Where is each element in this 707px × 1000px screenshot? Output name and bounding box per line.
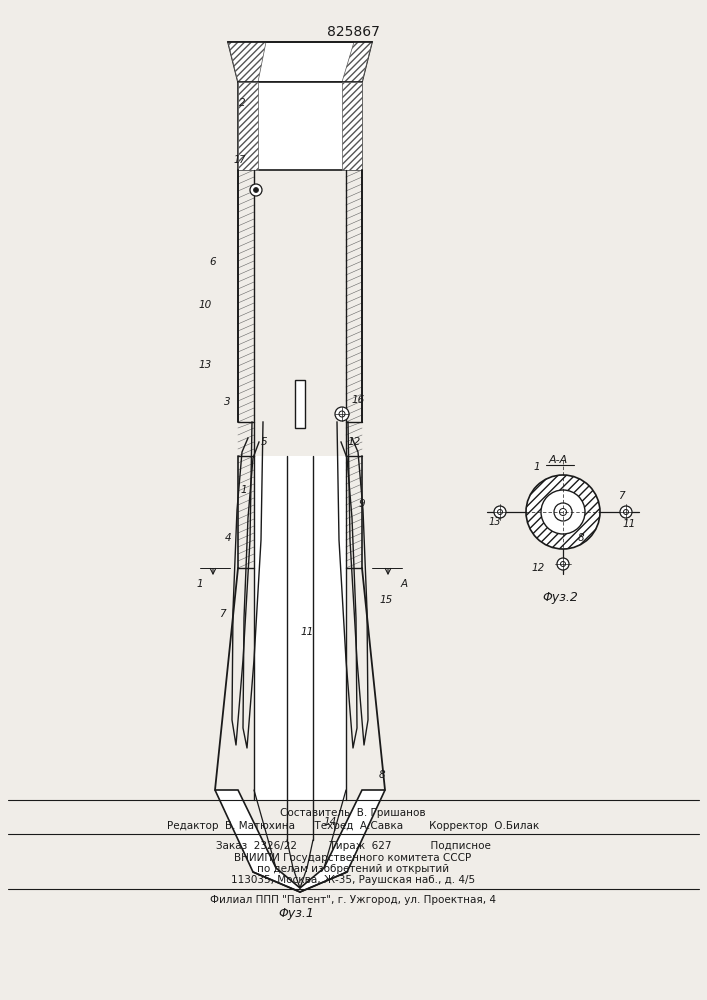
Circle shape [339, 411, 345, 417]
Bar [238, 82, 362, 170]
Text: Редактор  В. Матюхина      Техред  А.Савка        Корректор  О.Билак: Редактор В. Матюхина Техред А.Савка Корр… [167, 821, 539, 831]
Circle shape [557, 558, 569, 570]
Text: 8: 8 [578, 533, 584, 543]
Text: Филиал ППП "Патент", г. Ужгород, ул. Проектная, 4: Филиал ППП "Патент", г. Ужгород, ул. Про… [210, 895, 496, 905]
Text: 12: 12 [347, 437, 361, 447]
Circle shape [250, 184, 262, 196]
Circle shape [554, 503, 572, 521]
Text: по делам изобретений и открытий: по делам изобретений и открытий [257, 864, 449, 874]
Polygon shape [238, 82, 258, 170]
Text: 9: 9 [358, 499, 366, 509]
Text: Φуз.1: Φуз.1 [278, 906, 314, 920]
Text: 1: 1 [534, 462, 540, 472]
Polygon shape [342, 82, 362, 170]
Circle shape [561, 562, 566, 566]
Text: 13: 13 [489, 517, 501, 527]
Circle shape [498, 510, 503, 514]
Text: 17: 17 [233, 155, 246, 165]
Text: 6: 6 [210, 257, 216, 267]
Text: Составитель  В. Гришанов: Составитель В. Гришанов [280, 808, 426, 818]
Text: 10: 10 [199, 300, 211, 310]
Text: 15: 15 [380, 595, 392, 605]
Text: ВНИИПИ Государственного комитета СССР: ВНИИПИ Государственного комитета СССР [235, 853, 472, 863]
Circle shape [335, 407, 349, 421]
Circle shape [254, 188, 259, 192]
Text: 1: 1 [240, 485, 247, 495]
Text: 11: 11 [300, 627, 314, 637]
Text: 14: 14 [323, 817, 337, 827]
Circle shape [559, 508, 566, 516]
Text: A: A [400, 579, 407, 589]
Polygon shape [228, 42, 266, 82]
Polygon shape [228, 42, 372, 82]
Text: 825867: 825867 [327, 25, 380, 39]
Text: 1: 1 [197, 579, 204, 589]
Polygon shape [215, 790, 385, 892]
Circle shape [541, 490, 585, 534]
Text: 3: 3 [223, 397, 230, 407]
Circle shape [624, 510, 629, 514]
Circle shape [494, 506, 506, 518]
Circle shape [526, 475, 600, 549]
Text: 5: 5 [261, 437, 267, 447]
Text: A-A: A-A [549, 455, 568, 465]
Text: Φуз.2: Φуз.2 [542, 591, 578, 604]
Bar [254, 456, 346, 800]
Circle shape [620, 506, 632, 518]
Polygon shape [342, 42, 372, 82]
Text: 7: 7 [618, 491, 624, 501]
Text: 11: 11 [622, 519, 636, 529]
Text: Заказ  2326/22          Тираж  627            Подписное: Заказ 2326/22 Тираж 627 Подписное [216, 841, 491, 851]
Text: 113035, Москва, Ж-35, Раушская наб., д. 4/5: 113035, Москва, Ж-35, Раушская наб., д. … [231, 875, 475, 885]
Text: 16: 16 [351, 395, 365, 405]
Text: 13: 13 [199, 360, 211, 370]
Text: 12: 12 [532, 563, 544, 573]
Text: 7: 7 [218, 609, 226, 619]
Text: 8: 8 [379, 770, 385, 780]
Text: 4: 4 [225, 533, 231, 543]
Text: 2: 2 [239, 98, 245, 108]
Bar [295, 380, 305, 428]
